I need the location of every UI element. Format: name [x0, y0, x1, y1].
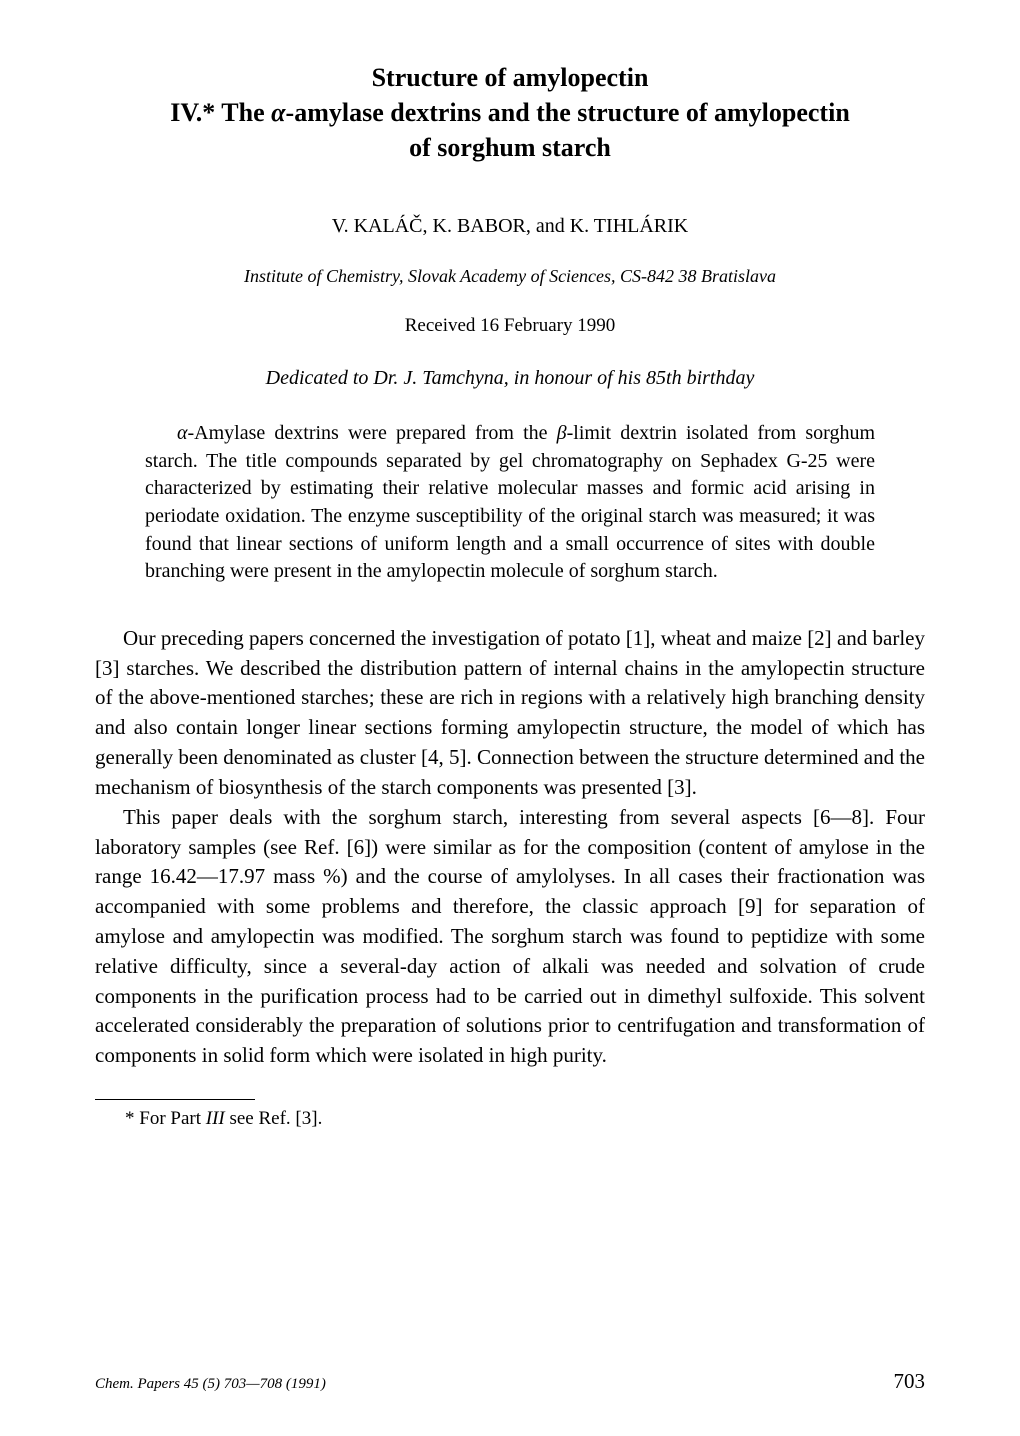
affiliation: Institute of Chemistry, Slovak Academy o…: [95, 266, 925, 287]
authors: V. KALÁČ, K. BABOR, and K. TIHLÁRIK: [95, 215, 925, 238]
received-date: Received 16 February 1990: [95, 315, 925, 337]
dedication: Dedicated to Dr. J. Tamchyna, in honour …: [95, 367, 925, 390]
page-number: 703: [894, 1369, 926, 1394]
title-line-3: of sorghum starch: [95, 130, 925, 165]
body-paragraph-2: This paper deals with the sorghum starch…: [95, 803, 925, 1071]
article-title: Structure of amylopectin IV.* The α-amyl…: [95, 60, 925, 165]
title-line-1: Structure of amylopectin: [95, 60, 925, 95]
footnote: * For Part III see Ref. [3].: [95, 1108, 925, 1130]
title-line-2: IV.* The α-amylase dextrins and the stru…: [95, 95, 925, 130]
footnote-rule: [95, 1099, 255, 1100]
body-paragraph-1: Our preceding papers concerned the inves…: [95, 624, 925, 803]
page-footer: Chem. Papers 45 (5) 703—708 (1991) 703: [95, 1369, 925, 1394]
abstract: α-Amylase dextrins were prepared from th…: [145, 420, 875, 586]
journal-reference: Chem. Papers 45 (5) 703—708 (1991): [95, 1376, 326, 1393]
